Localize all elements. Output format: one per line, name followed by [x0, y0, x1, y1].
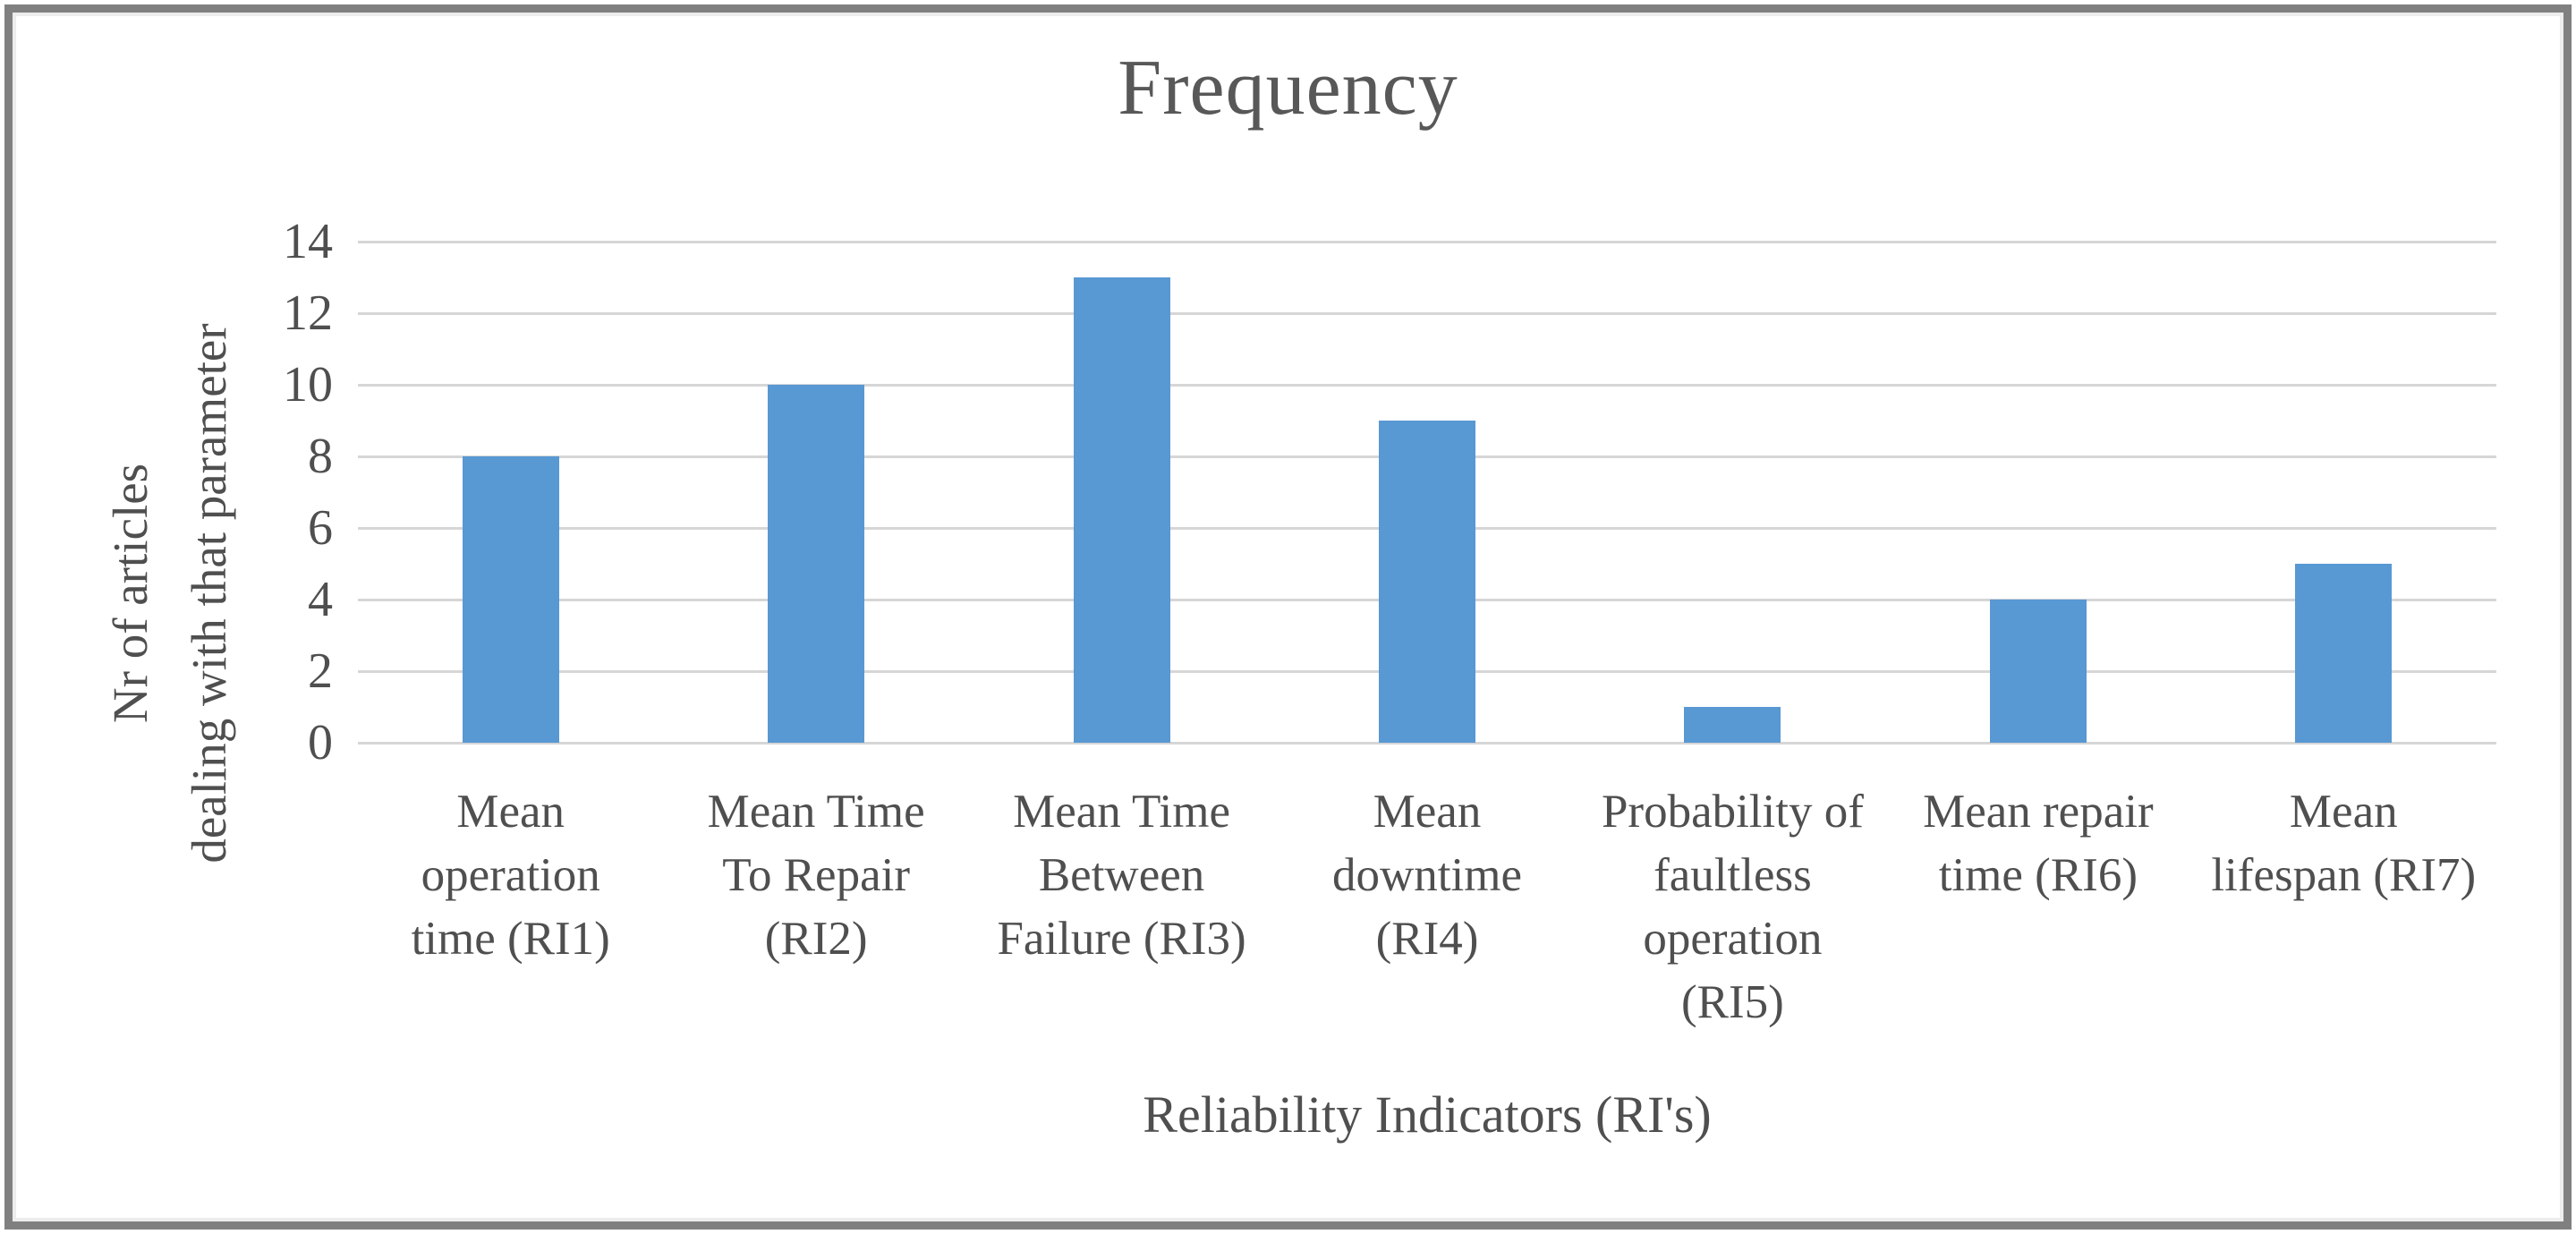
x-category-label-3: Mean Time Between Failure (RI3) — [969, 780, 1274, 971]
x-category-label-line: operation — [421, 849, 600, 901]
x-category-label-line: Mean — [1373, 786, 1482, 838]
y-tick-label-12: 12 — [283, 285, 333, 341]
gridline-y14 — [358, 240, 2496, 243]
bar-1 — [462, 456, 559, 743]
x-category-label-1: Mean operation time (RI1) — [358, 780, 663, 971]
x-category-label-line: (RI2) — [764, 913, 868, 965]
x-category-label-line: Mean — [2289, 786, 2398, 838]
x-category-label-6: Mean repair time (RI6) — [1885, 780, 2190, 907]
gridline-y0 — [358, 741, 2496, 745]
x-category-label-line: operation — [1643, 913, 1823, 965]
plot-area — [358, 240, 2496, 745]
x-category-label-line: lifespan (RI7) — [2211, 849, 2477, 901]
gridline-y12 — [358, 311, 2496, 315]
y-tick-label-6: 6 — [308, 500, 333, 556]
y-tick-label-2: 2 — [308, 643, 333, 699]
x-category-label-line: To Repair — [722, 849, 910, 901]
x-category-label-line: Mean Time — [707, 786, 925, 838]
x-category-label-2: Mean Time To Repair (RI2) — [663, 780, 968, 971]
x-category-label-line: downtime — [1332, 849, 1522, 901]
x-axis-title: Reliability Indicators (RI's) — [1143, 1085, 1712, 1144]
x-category-label-line: (RI4) — [1375, 913, 1479, 965]
x-category-label-line: faultless — [1654, 849, 1812, 901]
x-category-label-line: Mean Time — [1013, 786, 1231, 838]
x-category-label-line: Probability of — [1601, 786, 1864, 838]
x-category-label-4: Mean downtime (RI4) — [1274, 780, 1579, 971]
y-tick-label-14: 14 — [283, 214, 333, 269]
y-tick-label-4: 4 — [308, 572, 333, 627]
bar-2 — [768, 385, 865, 743]
x-category-label-line: time (RI1) — [411, 913, 610, 965]
x-category-label-line: Mean repair — [1923, 786, 2154, 838]
y-tick-label-0: 0 — [308, 715, 333, 770]
bar-6 — [1989, 600, 2087, 743]
x-category-label-line: Mean — [456, 786, 565, 838]
x-category-label-line: time (RI6) — [1938, 849, 2138, 901]
y-tick-label-8: 8 — [308, 429, 333, 484]
bar-3 — [1073, 277, 1170, 743]
x-category-label-5: Probability of faultless operation (RI5) — [1580, 780, 1885, 1034]
bar-5 — [1684, 707, 1781, 743]
bar-7 — [2295, 564, 2393, 743]
gridline-y10 — [358, 383, 2496, 387]
y-tick-label-10: 10 — [283, 357, 333, 413]
x-category-label-line: (RI5) — [1681, 976, 1784, 1028]
x-category-label-line: Between — [1038, 849, 1205, 901]
chart-title: Frequency — [1118, 45, 1458, 132]
x-category-label-line: Failure (RI3) — [997, 913, 1246, 965]
x-category-label-7: Mean lifespan (RI7) — [2191, 780, 2496, 907]
bar-4 — [1379, 421, 1475, 743]
